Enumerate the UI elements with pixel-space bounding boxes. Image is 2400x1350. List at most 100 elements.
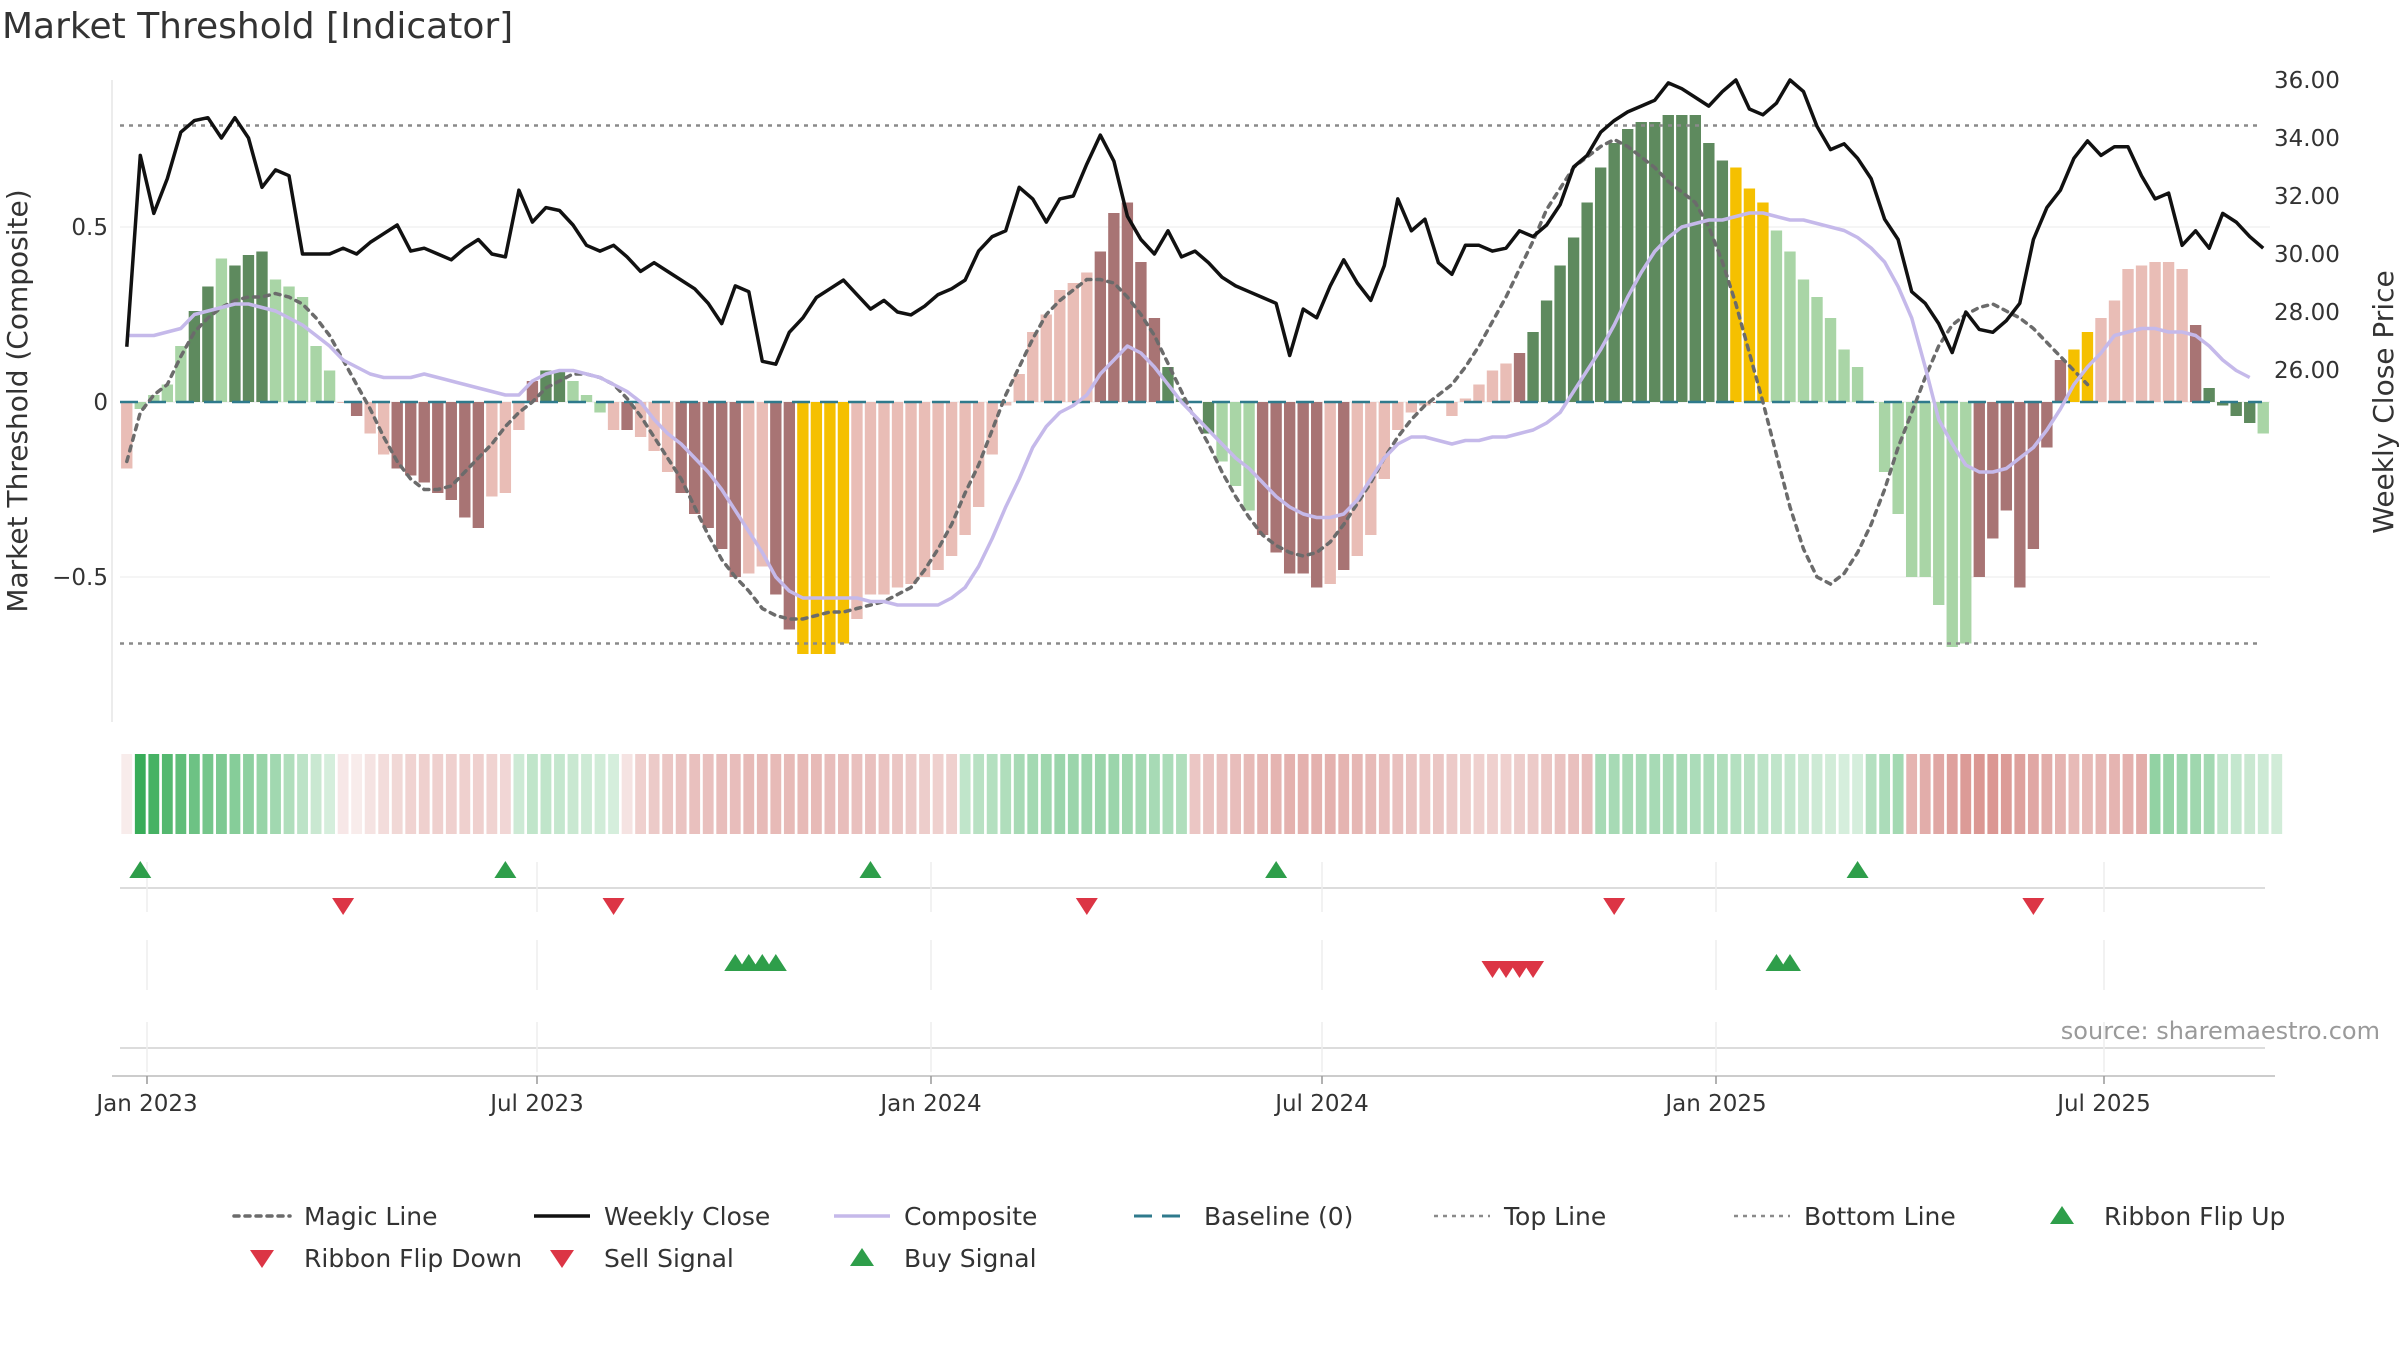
legend-label: Magic Line xyxy=(304,1201,438,1231)
weekly-close-series xyxy=(125,78,2265,366)
composite-bar xyxy=(1324,402,1336,584)
legend-item: Weekly Close xyxy=(530,1196,830,1236)
ribbon-cell xyxy=(513,754,525,834)
x-tick-label: Jan 2025 xyxy=(1663,1091,1766,1117)
composite-bar xyxy=(1635,122,1647,402)
composite-bar xyxy=(770,402,782,595)
source-label: source: sharemaestro.com xyxy=(2061,1017,2380,1045)
legend-label: Sell Signal xyxy=(604,1243,734,1273)
ribbon-cell xyxy=(1771,754,1782,834)
x-tick-label: Jul 2024 xyxy=(1273,1091,1369,1117)
composite-bar xyxy=(1892,402,1904,514)
composite-bar xyxy=(986,402,998,455)
ribbon-cell xyxy=(2271,754,2283,834)
ribbon-cell xyxy=(635,754,647,834)
magic-line-series xyxy=(125,137,2090,621)
composite-bar xyxy=(323,370,336,402)
composite-bar xyxy=(1946,402,1958,647)
ribbon-cell xyxy=(702,754,714,834)
ribbon-cell xyxy=(1405,754,1417,834)
ribbon-cell xyxy=(1162,754,1174,834)
composite-bar xyxy=(215,258,228,402)
sell-signal-marker xyxy=(1522,961,1545,978)
ribbon-cell xyxy=(959,754,971,834)
legend-label: Baseline (0) xyxy=(1204,1201,1354,1231)
composite-bar xyxy=(1554,265,1566,402)
dotted-line-icon xyxy=(232,1214,292,1218)
composite-bar xyxy=(1054,290,1066,402)
composite-bar xyxy=(1811,297,1823,402)
composite-bar xyxy=(256,251,268,402)
composite-bar xyxy=(1878,402,1891,472)
signal-panel xyxy=(120,940,2265,1072)
thin-dotted-line-icon xyxy=(1434,1214,1490,1218)
composite-bar xyxy=(607,402,620,430)
ribbon-cell xyxy=(1297,754,1309,834)
ribbon-cell xyxy=(1811,754,1823,834)
ribbon-cell xyxy=(1040,754,1052,834)
solid-line-icon xyxy=(534,1214,590,1218)
ribbon-cell xyxy=(2082,754,2093,834)
ribbon-cell xyxy=(1662,754,1674,834)
composite-bar xyxy=(702,402,714,528)
legend-item: Baseline (0) xyxy=(1130,1196,1430,1236)
ribbon-cell xyxy=(121,754,133,834)
composite-bar xyxy=(2041,402,2053,448)
composite-bar xyxy=(932,402,944,570)
chart-title: Market Threshold [Indicator] xyxy=(2,6,514,47)
ribbon-cell xyxy=(2190,754,2202,834)
composite-bar xyxy=(161,384,174,402)
composite-bar xyxy=(716,402,728,549)
composite-line-series xyxy=(126,211,2251,607)
ribbon-cell xyxy=(310,754,322,834)
ribbon-cell xyxy=(743,754,755,834)
legend-item: Bottom Line xyxy=(1730,1196,2030,1236)
composite-bar xyxy=(1365,402,1377,535)
ribbon-cell xyxy=(1743,754,1755,834)
green-triangle-up-icon xyxy=(2050,1206,2074,1224)
ribbon-cell xyxy=(499,754,511,834)
ribbon-cell xyxy=(445,754,457,834)
ribbon-cell xyxy=(932,754,944,834)
composite-bar xyxy=(891,402,904,588)
ribbon-cell xyxy=(1419,754,1431,834)
ribbon-cell xyxy=(594,754,606,834)
ribbon-panel xyxy=(121,754,2283,834)
ribbon-flip-down-marker xyxy=(332,898,355,915)
composite-bar xyxy=(2189,325,2202,402)
ribbon-cell xyxy=(1351,754,1363,834)
ribbon-cell xyxy=(621,754,633,834)
ribbon-cell xyxy=(1689,754,1701,834)
ribbon-cell xyxy=(810,754,822,834)
composite-bar xyxy=(1229,402,1242,486)
composite-bar xyxy=(1730,167,1742,402)
ribbon-cell xyxy=(1960,754,1972,834)
legend-label: Ribbon Flip Up xyxy=(2104,1201,2286,1231)
ribbon-cell xyxy=(2136,754,2147,834)
composite-bar xyxy=(1649,122,1661,402)
ribbon-cell xyxy=(1365,754,1377,834)
composite-bar xyxy=(418,402,430,483)
composite-bar xyxy=(864,402,877,595)
ribbon-cell xyxy=(1000,754,1012,834)
ribbon-cell xyxy=(391,754,403,834)
ribbon-cell xyxy=(662,754,674,834)
ribbon-cell xyxy=(1176,754,1187,834)
ribbon-cell xyxy=(1257,754,1269,834)
composite-bar xyxy=(337,402,349,403)
composite-bar xyxy=(1540,300,1553,402)
composite-bar xyxy=(378,402,390,455)
legend-item: Top Line xyxy=(1430,1196,1730,1236)
ribbon-cell xyxy=(1067,754,1079,834)
buy-signal-marker xyxy=(1778,954,1801,971)
ribbon-cell xyxy=(1108,754,1120,834)
composite-bar xyxy=(1081,272,1093,402)
composite-bar xyxy=(350,402,363,416)
ribbon-cell xyxy=(1121,754,1133,834)
composite-bar xyxy=(1094,251,1107,402)
ribbon-cell xyxy=(229,754,241,834)
ribbon-cell xyxy=(418,754,430,834)
composite-bar xyxy=(1716,160,1729,402)
legend-label: Ribbon Flip Down xyxy=(304,1243,523,1273)
composite-bar xyxy=(2095,318,2107,402)
